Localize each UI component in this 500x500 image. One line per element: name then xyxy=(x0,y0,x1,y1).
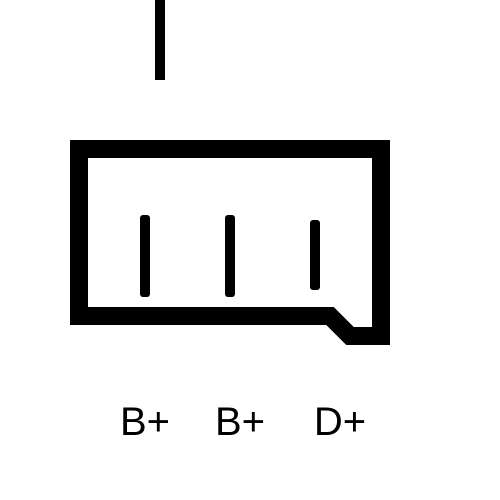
pin-label-3: D+ xyxy=(314,400,366,445)
top-stub-line xyxy=(155,0,165,80)
connector-diagram: B+ B+ D+ xyxy=(0,0,500,500)
pin-label-1: B+ xyxy=(120,400,170,445)
pin-2 xyxy=(225,215,235,297)
pin-label-2: B+ xyxy=(215,400,265,445)
pin-3 xyxy=(310,220,320,290)
pin-1 xyxy=(140,215,150,297)
